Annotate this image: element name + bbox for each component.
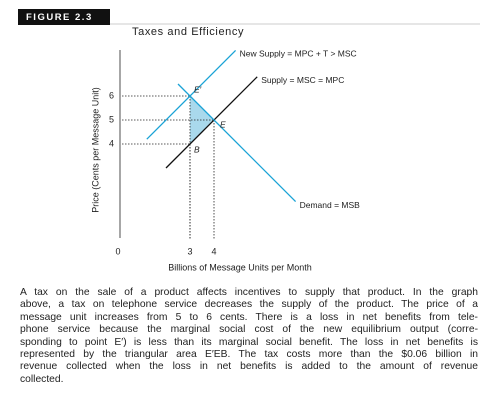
caption-line: A tax on the sale of a product affects i…: [20, 287, 478, 298]
line-label: New Supply = MPC + T > MSC: [240, 49, 357, 59]
y-tick-label: 6: [109, 90, 114, 100]
caption: A tax on the sale of a product affects i…: [20, 287, 478, 386]
caption-line: phone service because the marginal socia…: [20, 324, 478, 336]
x-tick-label: 0: [115, 246, 120, 256]
caption-line: above, a tax on telephone service decrea…: [20, 299, 478, 311]
caption-line: collected.: [20, 373, 64, 385]
caption-line: represented by the triangular area E′EB.…: [20, 349, 478, 361]
x-tick-label: 4: [211, 246, 216, 256]
chart: FIGURE 2.3 Taxes and Efficiency Billions…: [18, 9, 480, 272]
y-tick-label: 5: [109, 114, 114, 124]
supply-demand-line: [165, 76, 258, 169]
supply-demand-line: [177, 83, 297, 203]
shaded-area: [190, 96, 214, 144]
line-label: Demand = MSB: [300, 200, 361, 210]
point-label: E′: [194, 84, 202, 94]
point-label: B: [194, 144, 200, 154]
caption-line: message unit increases from 5 to 6 cents…: [20, 311, 478, 323]
x-tick-label: 3: [187, 246, 192, 256]
point-label: E: [220, 119, 226, 129]
figure-label: FIGURE 2.3: [26, 12, 93, 23]
y-axis-label: Price (Cents per Message Unit): [90, 87, 100, 213]
figure-label-box: [18, 9, 110, 25]
chart-title: Taxes and Efficiency: [132, 26, 244, 38]
x-axis-label: Billions of Message Units per Month: [168, 262, 312, 272]
caption-line: revenue collected when the loss in net b…: [20, 361, 478, 373]
supply-demand-line: [146, 49, 237, 140]
line-label: Supply = MSC = MPC: [261, 75, 344, 85]
y-tick-label: 4: [109, 138, 114, 148]
caption-line: sponding to point E′) is less than its m…: [20, 336, 478, 348]
